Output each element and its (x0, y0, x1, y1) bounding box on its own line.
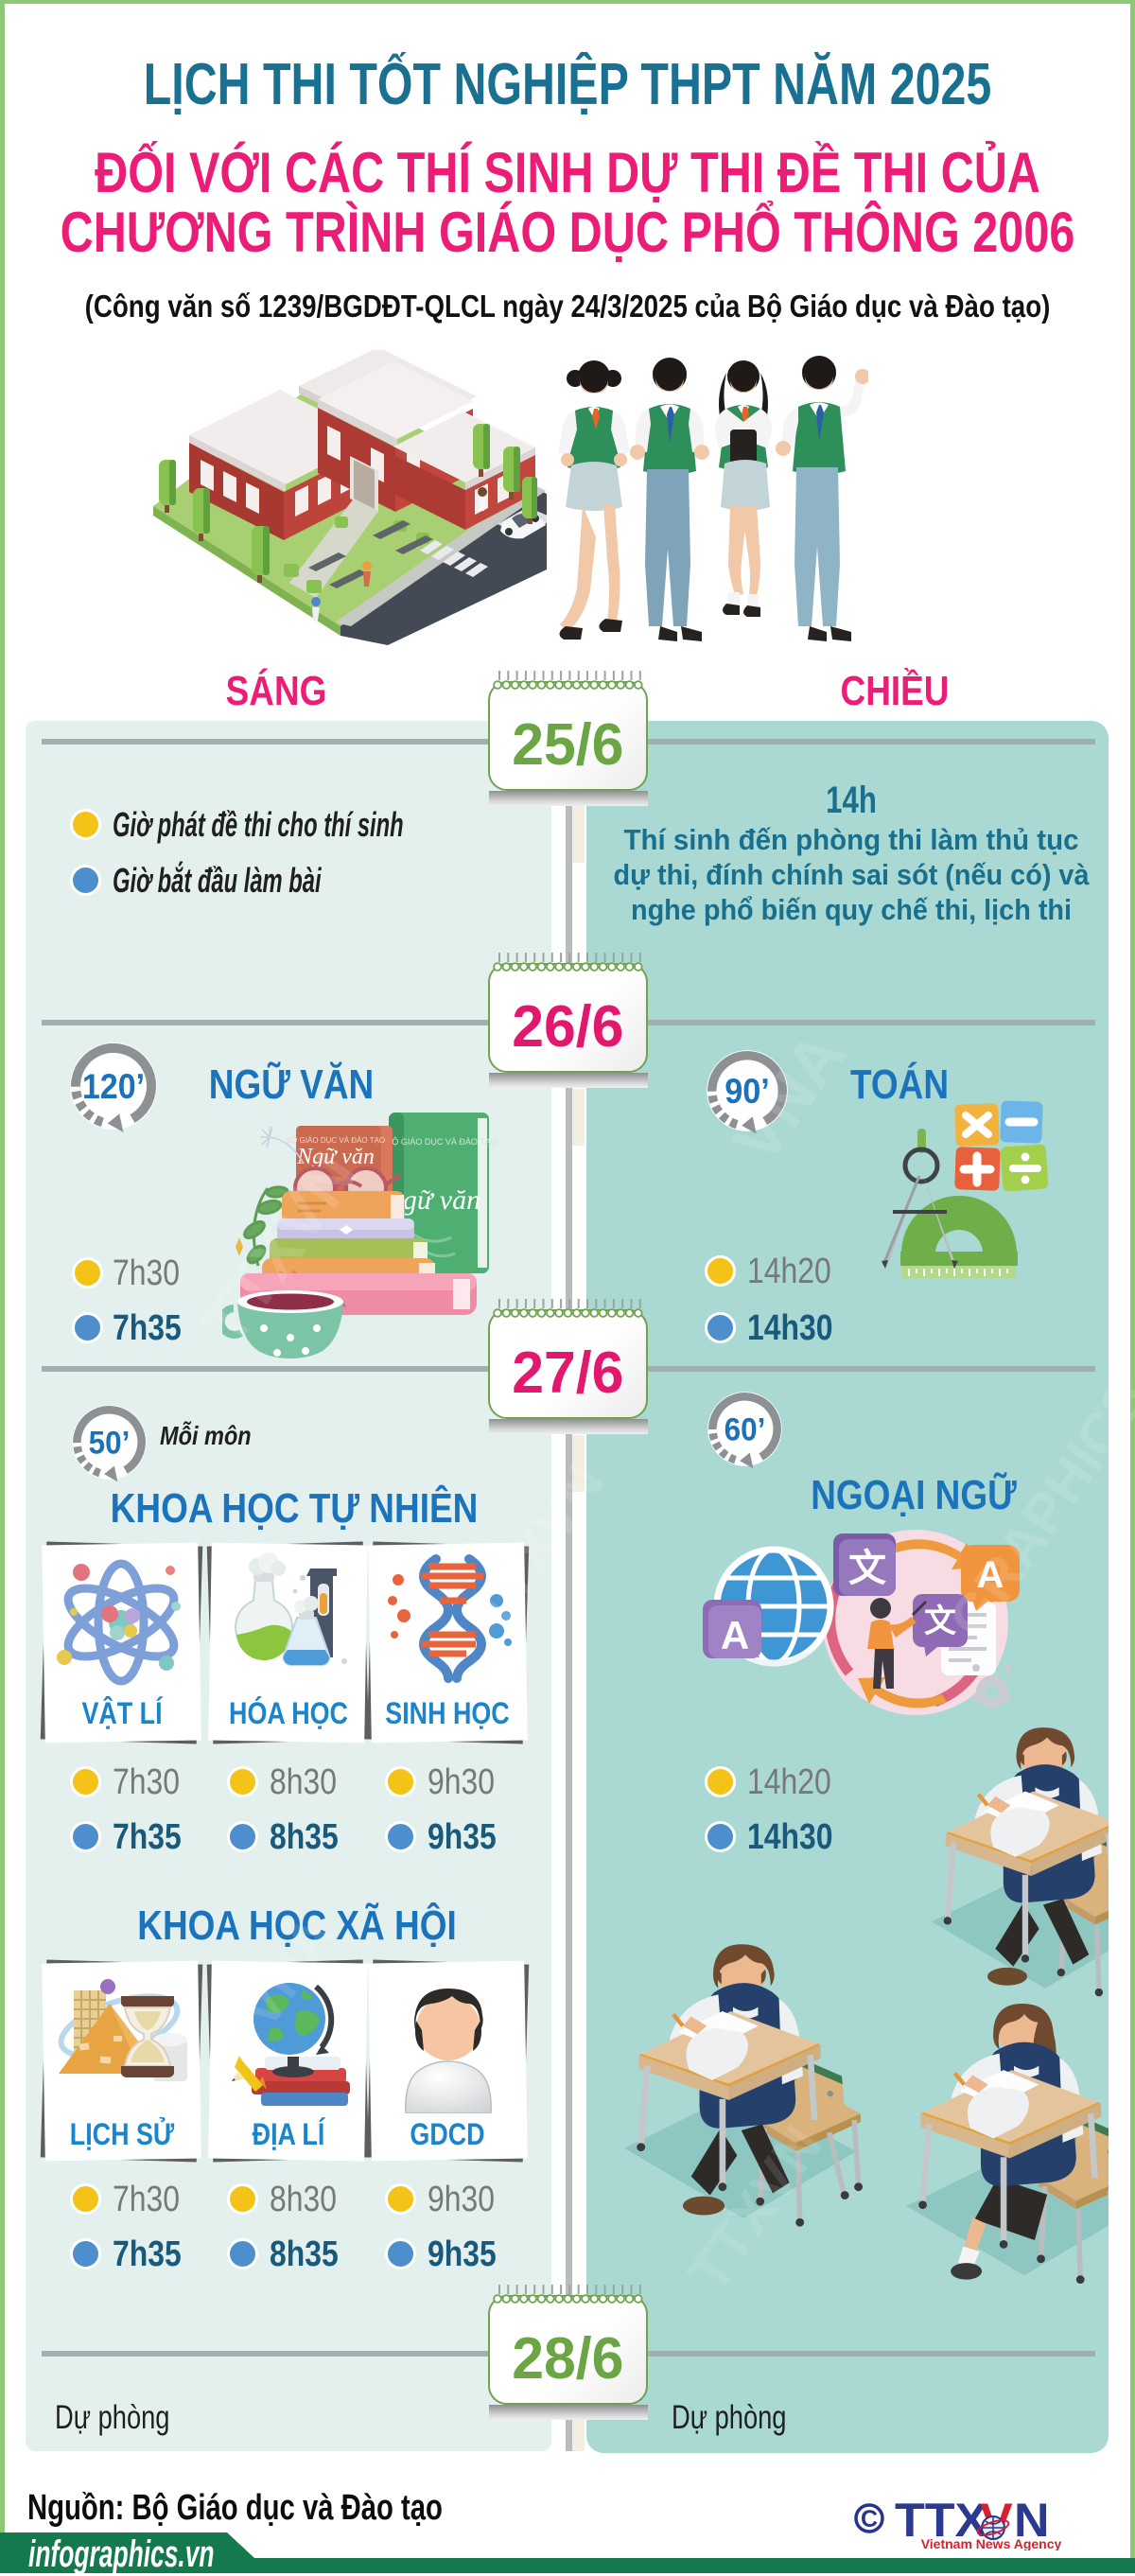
svg-text:BỘ GIÁO DỤC VÀ ĐÀO TẠO: BỘ GIÁO DỤC VÀ ĐÀO TẠO (287, 1136, 385, 1145)
svg-text:A: A (721, 1613, 749, 1657)
svg-text:TTX: TTX (895, 2494, 987, 2547)
svg-text:文: 文 (924, 1603, 956, 1639)
svg-text:文: 文 (848, 1548, 886, 1589)
svg-text:120’: 120’ (82, 1067, 145, 1107)
svg-text:N: N (1014, 2494, 1050, 2547)
svg-text:Ngữ văn: Ngữ văn (296, 1145, 375, 1169)
svg-text:60’: 60’ (725, 1411, 766, 1447)
svg-text:50’: 50’ (89, 1424, 131, 1461)
svg-text:BỘ GIÁO DỤC VÀ ĐÀO TẠO: BỘ GIÁO DỤC VÀ ĐÀO TẠO (386, 1137, 497, 1147)
svg-text:C: C (861, 2506, 878, 2532)
svg-text:90’: 90’ (725, 1072, 770, 1112)
svg-text:Vietnam News Agency: Vietnam News Agency (921, 2536, 1062, 2550)
svg-text:A: A (977, 1554, 1004, 1596)
svg-text:gữ văn: gữ văn (403, 1184, 480, 1216)
